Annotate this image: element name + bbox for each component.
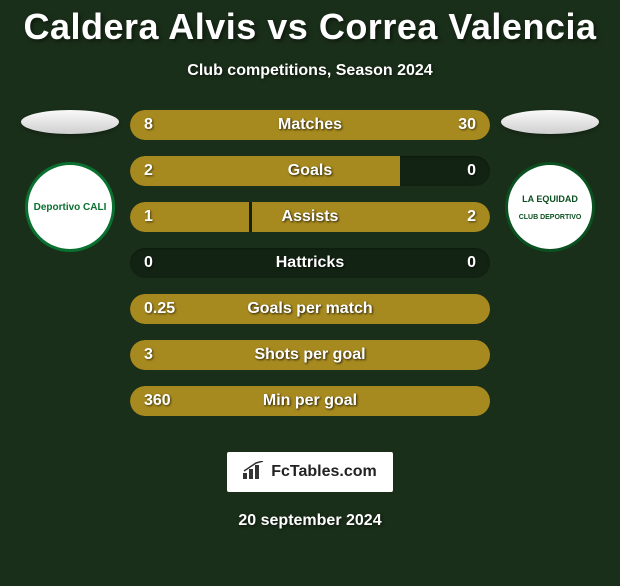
right-player-photo-placeholder	[501, 110, 599, 134]
stat-label: Goals per match	[130, 294, 490, 324]
stat-row: 0.25Goals per match	[130, 294, 490, 324]
chart-icon	[243, 461, 265, 484]
la-equidad-badge: LA EQUIDAD CLUB DEPORTIVO	[505, 162, 595, 252]
stat-label: Shots per goal	[130, 340, 490, 370]
brand-text: FcTables.com	[271, 463, 377, 481]
footer-date: 20 september 2024	[10, 512, 610, 530]
left-club-badge: Deportivo CALI	[25, 162, 115, 252]
brand-badge: FcTables.com	[225, 450, 395, 494]
stat-label: Matches	[130, 110, 490, 140]
left-player: Deportivo CALI	[20, 110, 120, 252]
left-badge-label: Deportivo CALI	[34, 202, 107, 213]
match-title: Caldera Alvis vs Correa Valencia	[10, 6, 610, 48]
main-comparison: Deportivo CALI 830Matches 20Goals 12Assist…	[10, 110, 610, 432]
right-badge-label: LA EQUIDAD	[522, 194, 578, 204]
stat-row: 360Min per goal	[130, 386, 490, 416]
deportivo-cali-badge: Deportivo CALI	[25, 162, 115, 252]
stat-row: 12Assists	[130, 202, 490, 232]
stat-row: 3Shots per goal	[130, 340, 490, 370]
stat-label: Goals	[130, 156, 490, 186]
stat-label: Min per goal	[130, 386, 490, 416]
stat-label: Assists	[130, 202, 490, 232]
right-club-badge: LA EQUIDAD CLUB DEPORTIVO	[505, 162, 595, 252]
right-player: LA EQUIDAD CLUB DEPORTIVO	[500, 110, 600, 252]
subtitle: Club competitions, Season 2024	[10, 62, 610, 80]
stat-row: 20Goals	[130, 156, 490, 186]
stats-bars: 830Matches 20Goals 12Assists 00Hattricks 0.2…	[130, 110, 490, 432]
left-player-photo-placeholder	[21, 110, 119, 134]
right-badge-sub: CLUB DEPORTIVO	[519, 214, 582, 221]
stat-label: Hattricks	[130, 248, 490, 278]
stat-row: 00Hattricks	[130, 248, 490, 278]
stat-row: 830Matches	[130, 110, 490, 140]
